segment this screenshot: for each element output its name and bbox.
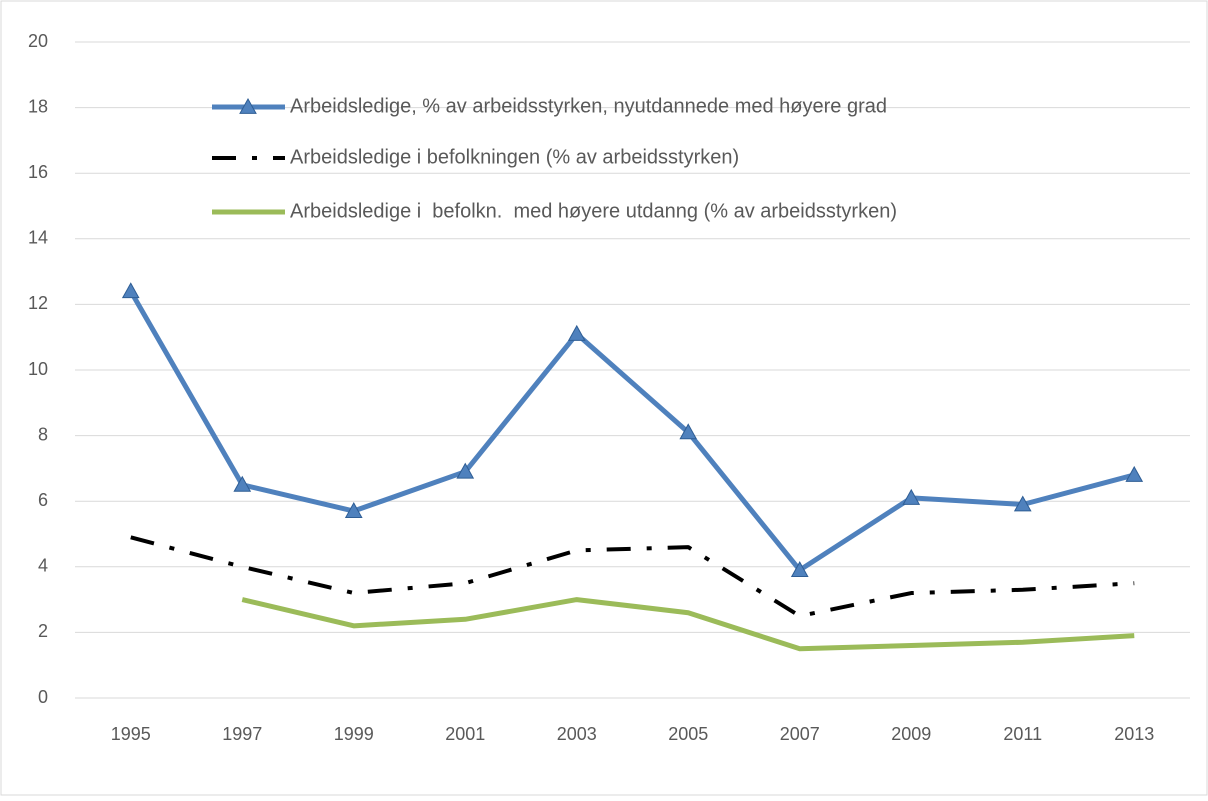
series-line bbox=[130, 535, 1135, 618]
legend-label: Arbeidsledige i befolkningen (% av arbei… bbox=[290, 146, 739, 168]
y-tick-label: 18 bbox=[28, 96, 48, 116]
marker bbox=[233, 475, 252, 492]
y-tick-label: 4 bbox=[38, 556, 48, 576]
marker bbox=[456, 462, 475, 479]
x-tick-label: 2005 bbox=[668, 724, 708, 744]
y-tick-label: 10 bbox=[28, 359, 48, 379]
marker bbox=[902, 488, 921, 505]
x-tick-label: 2007 bbox=[780, 724, 820, 744]
y-tick-label: 2 bbox=[38, 621, 48, 641]
y-tick-label: 0 bbox=[38, 687, 48, 707]
x-tick-label: 1995 bbox=[111, 724, 151, 744]
marker bbox=[344, 502, 363, 518]
y-tick-label: 12 bbox=[28, 293, 48, 313]
marker bbox=[679, 423, 698, 440]
series-line bbox=[128, 290, 1135, 573]
marker bbox=[121, 282, 140, 299]
marker bbox=[1013, 495, 1032, 512]
x-tick-label: 1997 bbox=[222, 724, 262, 744]
marker bbox=[567, 324, 586, 341]
y-tick-label: 16 bbox=[28, 162, 48, 182]
x-tick-label: 2001 bbox=[445, 724, 485, 744]
legend-label: Arbeidsledige i befolkn. med høyere utda… bbox=[290, 200, 897, 222]
x-tick-label: 2013 bbox=[1114, 724, 1154, 744]
y-tick-label: 14 bbox=[28, 228, 48, 248]
x-tick-label: 2003 bbox=[557, 724, 597, 744]
y-tick-label: 8 bbox=[38, 424, 48, 444]
y-tick-label: 6 bbox=[38, 490, 48, 510]
x-tick-label: 2011 bbox=[1003, 724, 1042, 744]
series-line bbox=[241, 597, 1135, 652]
x-tick-label: 1999 bbox=[334, 724, 374, 744]
marker bbox=[1125, 465, 1144, 482]
legend-label: Arbeidsledige, % av arbeidsstyrken, nyut… bbox=[290, 95, 887, 117]
legend-marker bbox=[239, 97, 257, 114]
y-tick-label: 20 bbox=[28, 31, 48, 51]
x-tick-label: 2009 bbox=[891, 724, 931, 744]
marker bbox=[790, 561, 809, 577]
